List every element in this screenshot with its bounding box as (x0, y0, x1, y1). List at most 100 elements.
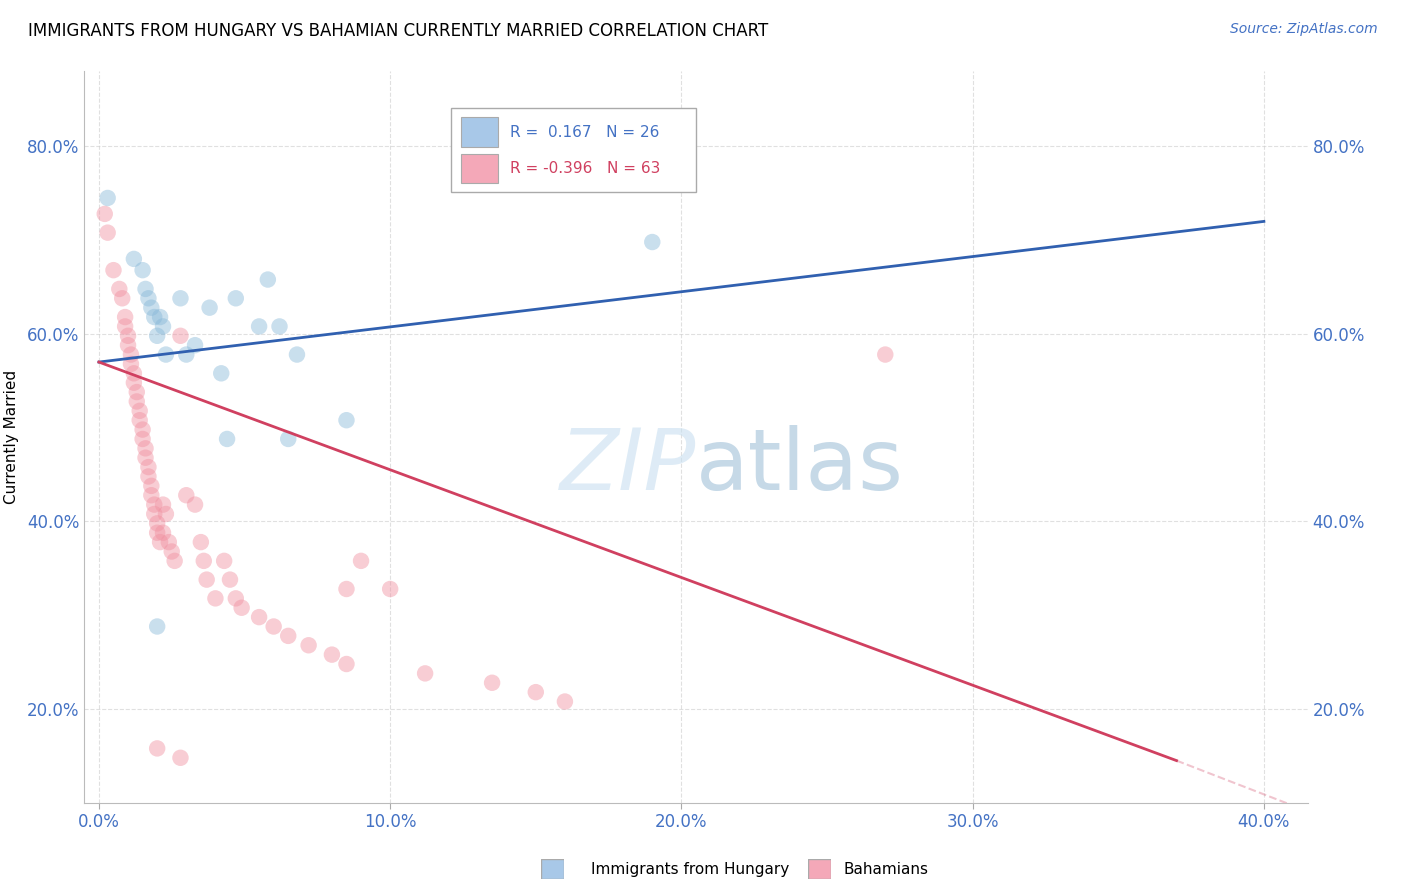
Point (138, 469, 160, 483)
Point (125, 394, 148, 409)
Point (217, 432, 239, 446)
Point (97, 226, 120, 240)
Text: R =  0.167   N = 26: R = 0.167 N = 26 (510, 125, 659, 139)
Bar (461, 154, 498, 183)
Point (97, 191, 120, 205)
Text: Bahamians: Bahamians (844, 863, 928, 877)
Point (163, 554, 186, 568)
Point (122, 367, 145, 381)
Point (195, 573, 218, 587)
Point (152, 525, 174, 540)
Text: R = -0.396   N = 63: R = -0.396 N = 63 (510, 161, 661, 176)
Point (174, 488, 197, 502)
Point (277, 432, 299, 446)
Point (198, 301, 221, 315)
Point (225, 291, 247, 305)
Point (114, 319, 136, 334)
Point (157, 535, 180, 549)
Bar (461, 118, 498, 146)
Point (146, 741, 169, 756)
Point (103, 263, 125, 277)
Point (128, 413, 150, 427)
Point (93, 207, 115, 221)
Point (149, 535, 172, 549)
Point (321, 648, 343, 662)
Point (277, 629, 299, 643)
Point (247, 319, 270, 334)
Point (135, 282, 157, 296)
Point (225, 591, 247, 606)
Point (335, 582, 357, 596)
Point (146, 525, 169, 540)
Point (120, 347, 142, 361)
Point (149, 310, 172, 324)
Point (219, 573, 242, 587)
Point (298, 638, 321, 652)
Point (641, 235, 664, 249)
Point (155, 507, 177, 521)
Point (146, 619, 169, 633)
Text: ZIP: ZIP (560, 425, 696, 508)
Point (125, 385, 148, 400)
Point (269, 319, 291, 334)
Point (350, 554, 373, 568)
Text: atlas: atlas (696, 425, 904, 508)
Point (169, 291, 191, 305)
Point (212, 554, 235, 568)
FancyBboxPatch shape (451, 108, 696, 192)
Point (160, 544, 183, 558)
Point (209, 367, 232, 381)
Point (335, 413, 357, 427)
Text: IMMIGRANTS FROM HUNGARY VS BAHAMIAN CURRENTLY MARRIED CORRELATION CHART: IMMIGRANTS FROM HUNGARY VS BAHAMIAN CURR… (28, 22, 768, 40)
Point (143, 498, 166, 512)
Y-axis label: Currently Married: Currently Married (4, 370, 18, 504)
Point (481, 675, 503, 690)
Point (554, 694, 576, 708)
Point (263, 619, 285, 633)
Point (122, 376, 145, 390)
Point (335, 657, 357, 671)
Point (141, 488, 163, 502)
Point (108, 282, 131, 296)
Point (141, 479, 163, 493)
Point (204, 591, 226, 606)
Point (247, 610, 270, 624)
Point (174, 347, 197, 361)
Point (143, 310, 166, 324)
Point (120, 357, 142, 371)
Point (111, 291, 134, 305)
Point (138, 291, 160, 305)
Point (131, 423, 153, 437)
Point (257, 272, 280, 286)
Point (117, 338, 139, 352)
Point (413, 666, 436, 681)
Point (122, 252, 145, 266)
Point (524, 685, 547, 699)
Point (135, 442, 157, 456)
Point (131, 432, 153, 446)
Point (117, 328, 139, 343)
Point (169, 751, 191, 765)
Point (193, 554, 215, 568)
Point (155, 347, 177, 361)
Point (190, 535, 212, 549)
Point (114, 310, 136, 324)
Point (138, 460, 160, 475)
Text: Source: ZipAtlas.com: Source: ZipAtlas.com (1230, 22, 1378, 37)
Point (380, 582, 402, 596)
Point (231, 600, 253, 615)
Point (875, 347, 897, 361)
Point (169, 328, 191, 343)
Text: Immigrants from Hungary: Immigrants from Hungary (591, 863, 789, 877)
Point (184, 338, 207, 352)
Point (152, 319, 174, 334)
Point (135, 450, 157, 465)
Point (128, 404, 150, 418)
Point (146, 328, 169, 343)
Point (143, 507, 166, 521)
Point (131, 263, 153, 277)
Point (152, 498, 174, 512)
Point (141, 301, 163, 315)
Point (146, 516, 169, 531)
Point (184, 498, 207, 512)
